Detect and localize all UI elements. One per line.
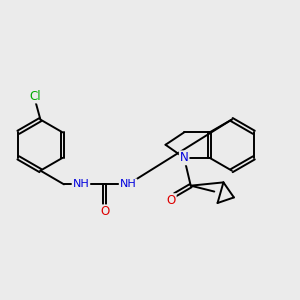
Text: NH: NH — [73, 179, 89, 189]
Text: O: O — [100, 205, 109, 218]
Text: O: O — [167, 194, 176, 207]
Text: NH: NH — [120, 179, 136, 189]
Text: N: N — [180, 152, 188, 164]
Text: Cl: Cl — [30, 89, 41, 103]
